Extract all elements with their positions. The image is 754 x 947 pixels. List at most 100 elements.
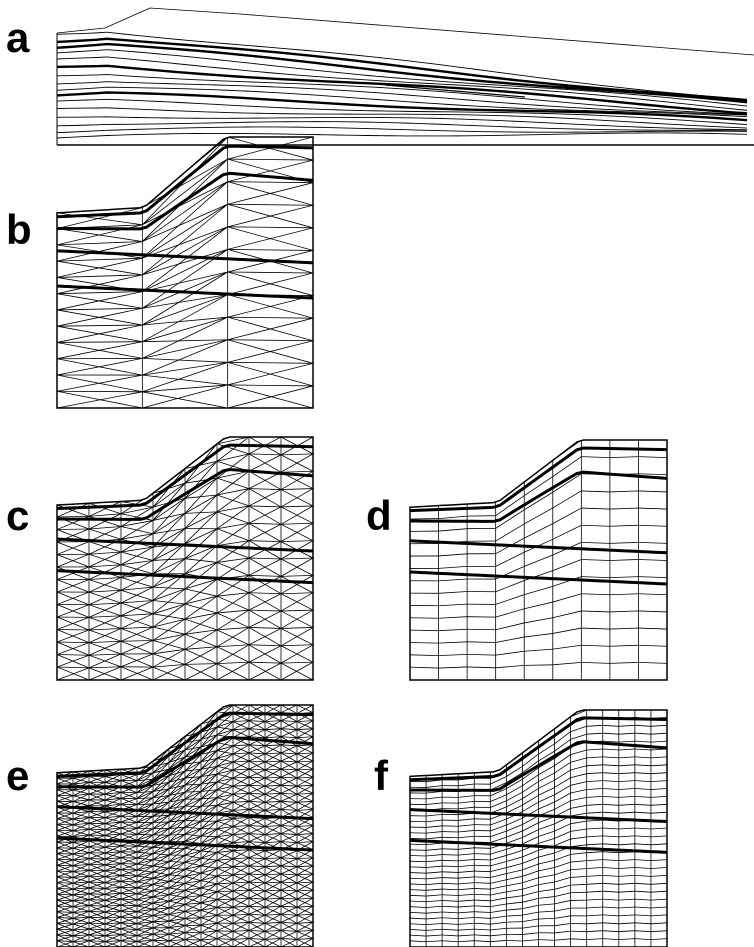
mesh-edge — [152, 795, 170, 805]
mesh-edge — [227, 339, 313, 342]
mesh-edge — [227, 137, 313, 161]
mesh-edge — [602, 851, 619, 854]
mesh-edge — [618, 811, 635, 814]
mesh-edge — [88, 811, 106, 818]
mesh-edge — [152, 795, 170, 811]
mesh-edge — [602, 724, 619, 727]
mesh-edge — [72, 834, 90, 837]
mesh-edge — [104, 815, 122, 819]
mesh-edge — [296, 881, 313, 892]
mesh-edge — [296, 752, 313, 755]
mesh-edge — [136, 915, 154, 919]
mesh-edge — [200, 938, 218, 941]
mesh-edge — [104, 797, 122, 807]
mesh-edge — [72, 928, 90, 931]
mesh-edge — [458, 876, 475, 879]
mesh-edge — [264, 825, 282, 827]
mesh-edge — [200, 914, 218, 926]
mesh-edge — [152, 648, 186, 655]
mesh-edge — [554, 854, 571, 861]
mesh-edge — [280, 744, 298, 747]
mesh-edge — [552, 661, 582, 666]
mesh-edge — [650, 867, 667, 869]
mesh-edge — [152, 573, 186, 601]
mesh-edge — [152, 603, 186, 628]
mesh-edge — [88, 894, 106, 900]
mesh-edge — [120, 911, 138, 918]
mesh-edge — [490, 927, 507, 931]
mesh-edge — [232, 833, 250, 835]
mesh-edge — [474, 870, 491, 873]
mesh-edge — [152, 887, 170, 892]
mesh-edge — [426, 911, 443, 914]
mesh-edge — [104, 934, 122, 937]
mesh-edge — [88, 787, 106, 795]
mesh-edge — [168, 819, 186, 836]
mesh-edge — [136, 921, 154, 925]
mesh-edge — [72, 787, 90, 797]
mesh-edge — [88, 941, 106, 947]
mesh-edge — [200, 852, 218, 859]
mesh-edge — [280, 728, 298, 731]
mesh-edge — [581, 456, 610, 459]
mesh-edge — [120, 546, 154, 553]
mesh-edge — [88, 602, 122, 606]
mesh-edge — [296, 938, 313, 947]
mesh-edge — [280, 882, 298, 891]
mesh-edge — [72, 863, 90, 872]
layer-boundary — [56, 126, 748, 134]
mesh-edge — [152, 664, 186, 668]
mesh-edge — [609, 661, 639, 664]
mesh-edge — [506, 856, 523, 862]
mesh-edge — [570, 836, 587, 840]
mesh-edge — [168, 940, 186, 947]
mesh-edge — [142, 384, 228, 408]
mesh-edge — [232, 939, 250, 947]
mesh-edge — [248, 768, 266, 771]
mesh-edge — [248, 592, 282, 595]
mesh-edge — [168, 939, 186, 947]
mesh-edge — [264, 760, 282, 771]
mesh-edge — [184, 917, 202, 926]
mesh-edge — [57, 579, 90, 593]
mesh-edge — [280, 913, 298, 916]
mesh-edge — [586, 843, 603, 846]
mesh-edge — [248, 576, 282, 594]
mesh-edge — [296, 728, 313, 731]
mesh-edge — [136, 865, 154, 871]
mesh-edge — [426, 882, 443, 886]
mesh-edge — [88, 823, 106, 830]
mesh-edge — [426, 940, 443, 943]
mesh-edge — [142, 203, 228, 276]
mesh-edge — [618, 843, 635, 846]
mesh-edge — [232, 817, 250, 827]
mesh-edge — [57, 274, 143, 295]
mesh-edge — [458, 922, 475, 925]
mesh-edge — [581, 610, 610, 613]
mesh-edge — [586, 764, 603, 767]
mesh-edge — [280, 470, 313, 473]
mesh-edge — [142, 158, 228, 208]
mesh-edge — [474, 911, 491, 913]
mesh-edge — [168, 911, 186, 922]
mesh-edge — [216, 453, 250, 479]
mesh-edge — [602, 764, 619, 767]
mesh-edge — [136, 921, 154, 930]
mesh-edge — [506, 837, 523, 844]
mesh-edge — [602, 772, 619, 775]
mesh-edge — [248, 939, 266, 947]
mesh-edge — [136, 902, 154, 913]
mesh-edge — [570, 757, 587, 763]
mesh-edge — [184, 850, 202, 863]
mesh-edge — [88, 817, 106, 824]
mesh-edge — [200, 758, 218, 770]
mesh-edge — [152, 482, 186, 521]
layer-boundary — [410, 716, 667, 782]
mesh-edge — [200, 789, 218, 800]
mesh-edge — [650, 796, 667, 798]
mesh-edge — [522, 822, 539, 832]
mesh-edge — [57, 893, 74, 896]
mesh-edge — [552, 473, 582, 493]
mesh-edge — [142, 316, 228, 343]
mesh-edge — [104, 928, 122, 937]
